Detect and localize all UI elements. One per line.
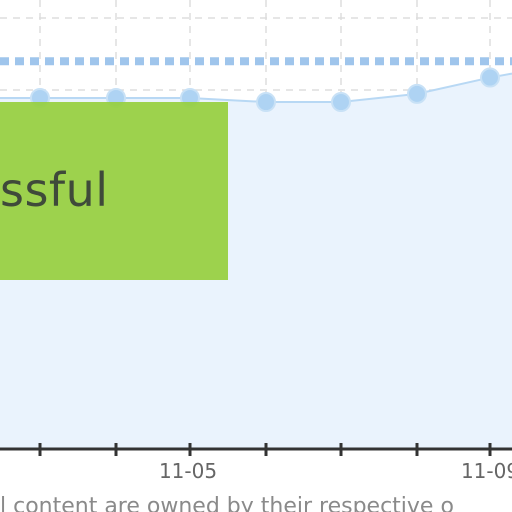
copyright-footer: l content are owned by their respective … <box>0 494 454 512</box>
data-point <box>331 92 351 113</box>
status-banner <box>0 102 228 280</box>
x-tick-label: 11-09 <box>461 459 512 483</box>
status-banner-text: ssful <box>0 164 109 216</box>
x-axis-ticks <box>38 443 492 456</box>
data-point <box>256 92 276 113</box>
data-point <box>480 67 500 88</box>
data-point <box>407 83 427 104</box>
x-tick-label: 11-05 <box>159 459 217 483</box>
